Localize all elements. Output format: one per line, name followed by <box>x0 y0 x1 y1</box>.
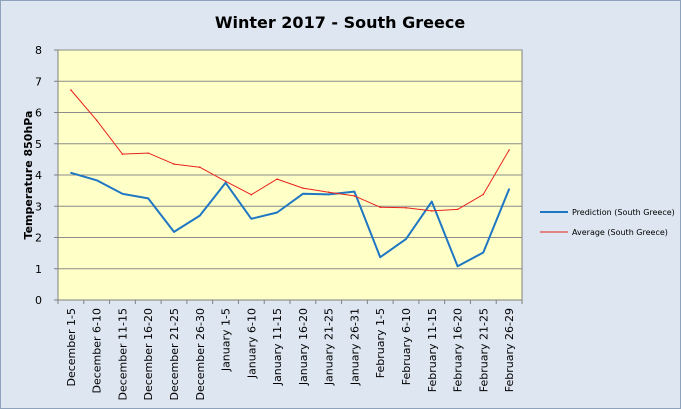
data-point <box>482 193 485 196</box>
data-point <box>147 197 150 200</box>
x-tick-label: December 6-10 <box>91 308 104 394</box>
x-tick-label: February 16-20 <box>452 308 465 392</box>
data-point <box>147 152 150 154</box>
data-point <box>456 265 459 268</box>
data-point <box>276 178 278 180</box>
data-point <box>379 206 382 208</box>
y-tick-label: 0 <box>35 294 42 307</box>
data-point <box>302 192 304 195</box>
data-point <box>379 256 382 258</box>
data-point <box>302 187 304 189</box>
data-point <box>430 210 433 212</box>
x-tick-label: January 1-5 <box>220 308 233 372</box>
y-tick-label: 4 <box>35 169 42 182</box>
data-point <box>456 208 459 211</box>
x-axis-ticks: December 1-5 December 6-10 December 11-15 D… <box>57 300 523 401</box>
x-tick-label: January 16-20 <box>297 308 310 386</box>
y-tick-label: 8 <box>35 44 42 57</box>
x-tick-label: January 6-10 <box>245 308 258 379</box>
y-tick-label: 3 <box>35 200 42 213</box>
x-tick-label: December 26-30 <box>194 308 207 401</box>
series-line <box>70 171 511 268</box>
chart-title: Winter 2017 - South Greece <box>215 13 466 32</box>
data-point <box>482 251 485 254</box>
x-tick-label: February 21-25 <box>477 308 490 392</box>
data-point <box>224 180 227 183</box>
x-tick-label: December 21-25 <box>168 308 181 401</box>
data-point <box>198 214 201 217</box>
data-point <box>250 217 253 220</box>
x-tick-label: January 26-31 <box>348 308 361 386</box>
legend-label: Prediction (South Greece) <box>572 208 675 217</box>
x-tick-label: February 1-5 <box>374 308 387 378</box>
x-tick-label: December 11-15 <box>116 308 129 401</box>
data-point <box>95 179 98 182</box>
data-point <box>70 172 72 174</box>
data-point <box>70 89 72 91</box>
y-tick-label: 1 <box>35 263 42 276</box>
x-tick-label: February 11-15 <box>426 308 439 392</box>
data-point <box>327 191 330 193</box>
gridlines <box>58 49 522 270</box>
data-point <box>353 195 356 197</box>
x-tick-label: January 21-25 <box>323 308 336 386</box>
series-line <box>70 89 510 212</box>
data-point <box>173 231 175 233</box>
data-point <box>405 238 407 240</box>
x-tick-label: February 26-29 <box>503 308 516 392</box>
x-tick-label: December 1-5 <box>65 308 78 387</box>
data-point <box>405 207 407 209</box>
data-point <box>121 153 124 155</box>
y-tick-label: 2 <box>35 232 42 245</box>
data-point <box>353 190 356 193</box>
legend-label: Average (South Greece) <box>572 228 668 237</box>
y-tick-label: 6 <box>35 107 42 120</box>
x-tick-label: January 11-15 <box>271 308 284 386</box>
data-point <box>95 119 98 122</box>
data-point <box>173 163 175 165</box>
data-point <box>250 193 253 196</box>
data-point <box>430 200 433 203</box>
y-tick-label: 5 <box>35 138 42 151</box>
y-tick-label: 7 <box>35 75 42 88</box>
data-point <box>276 211 278 214</box>
x-tick-label: December 16-20 <box>142 308 155 401</box>
y-axis-ticks: 0 1 2 3 4 5 6 7 8 <box>35 44 58 307</box>
y-axis-title: Temperature 850hPa <box>22 111 35 240</box>
data-point <box>224 182 227 184</box>
legend: Prediction (South Greece) Average (South … <box>540 208 675 237</box>
data-point <box>327 193 330 196</box>
data-point <box>121 192 124 195</box>
x-tick-label: February 6-10 <box>400 308 413 385</box>
data-point <box>198 166 201 168</box>
data-point <box>508 149 510 151</box>
data-point <box>508 188 510 190</box>
series-layer <box>70 89 511 268</box>
